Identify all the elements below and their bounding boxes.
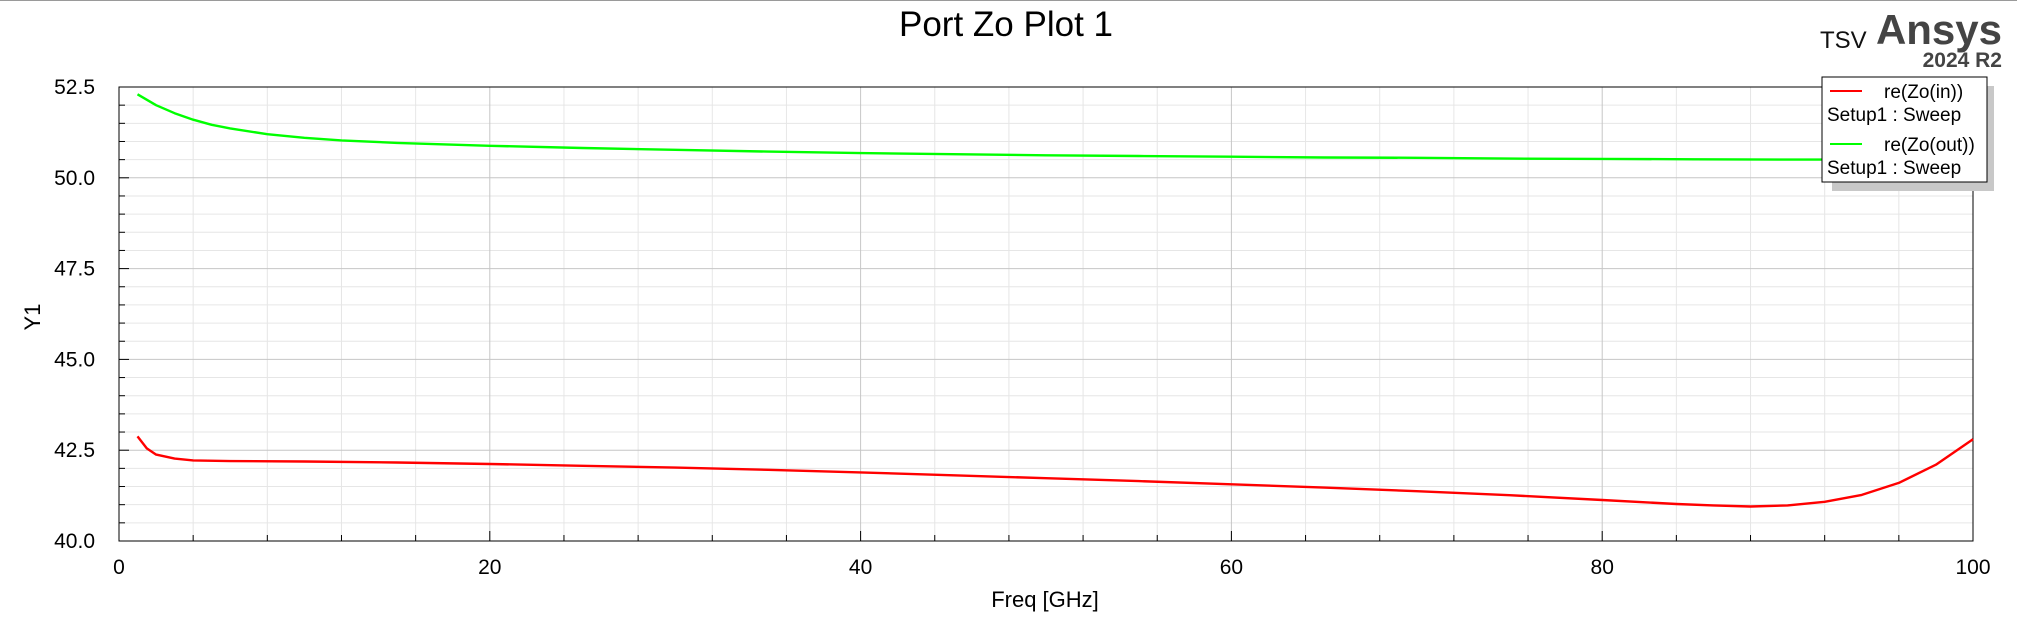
plot-area <box>118 86 1974 542</box>
top-border <box>0 0 2017 1</box>
series-line-zo-in <box>136 435 1974 508</box>
x-tick-label: 100 <box>1955 556 1990 579</box>
x-tick-label: 60 <box>1220 556 1243 579</box>
series-line-zo-out <box>136 93 1881 161</box>
x-axis-title: Freq [GHz] <box>991 587 1099 612</box>
legend-box <box>1821 76 1988 183</box>
legend-label-out: re(Zo(out)) <box>1884 135 1975 156</box>
minor-grid <box>119 87 1973 541</box>
y-tick-label: 47.5 <box>54 258 95 281</box>
x-tick-label: 0 <box>113 556 125 579</box>
legend[interactable]: re(Zo(in)) Setup1 : Sweep re(Zo(out)) Se… <box>1821 76 1994 191</box>
y-tick-label: 52.5 <box>54 76 95 99</box>
y-tick-label: 40.0 <box>54 530 95 553</box>
legend-label-in: re(Zo(in)) <box>1884 82 1963 103</box>
chart-title: Port Zo Plot 1 <box>899 5 1113 44</box>
y-axis: 40.0 42.5 45.0 47.5 50.0 52.5 <box>54 76 129 553</box>
legend-sub-out: Setup1 : Sweep <box>1827 158 1961 179</box>
x-tick-label: 40 <box>849 556 872 579</box>
y-axis-title: Y1 <box>20 304 45 331</box>
x-axis: 0 20 40 60 80 100 <box>113 531 1991 579</box>
x-tick-label: 80 <box>1591 556 1614 579</box>
y-tick-label: 50.0 <box>54 167 95 190</box>
x-tick-label: 20 <box>478 556 501 579</box>
branding: TSV Ansys 2024 R2 <box>1820 6 2002 72</box>
brand-product: TSV <box>1820 27 1867 54</box>
brand-version: 2024 R2 <box>1923 49 2002 72</box>
brand-name: Ansys <box>1876 6 2002 53</box>
series-layer <box>136 93 1974 508</box>
legend-sub-in: Setup1 : Sweep <box>1827 105 1961 126</box>
y-tick-label: 42.5 <box>54 439 95 462</box>
y-tick-label: 45.0 <box>54 348 95 371</box>
